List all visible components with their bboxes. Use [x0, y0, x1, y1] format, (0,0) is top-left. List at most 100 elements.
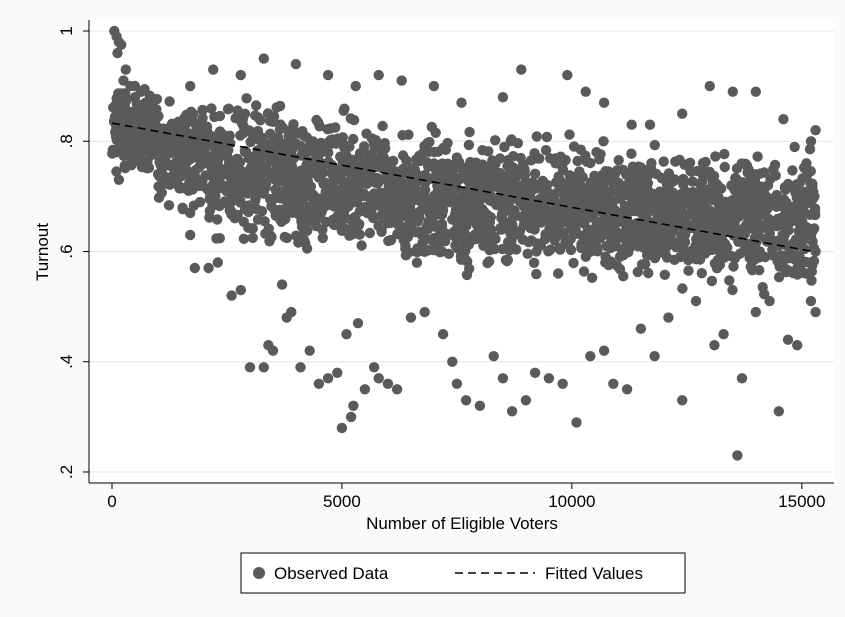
- data-point: [750, 306, 761, 318]
- data-point: [750, 86, 761, 97]
- data-point: [585, 157, 596, 169]
- data-point: [501, 173, 512, 184]
- data-point: [695, 179, 706, 190]
- data-point: [386, 174, 397, 185]
- data-point: [407, 162, 418, 174]
- data-point: [143, 95, 155, 106]
- data-point: [732, 450, 743, 461]
- data-point: [451, 215, 462, 227]
- data-point: [586, 190, 597, 202]
- data-point: [474, 218, 486, 229]
- data-point: [235, 130, 246, 141]
- data-point: [693, 188, 704, 199]
- data-point: [222, 181, 233, 193]
- data-point: [475, 233, 486, 244]
- data-point: [214, 233, 225, 244]
- data-point: [312, 163, 324, 174]
- data-point: [610, 180, 621, 192]
- data-point: [463, 239, 475, 250]
- data-point: [810, 125, 821, 136]
- data-point: [327, 177, 338, 188]
- data-point: [307, 216, 318, 227]
- data-point: [678, 173, 689, 185]
- data-point: [691, 234, 702, 245]
- data-point: [490, 135, 501, 146]
- data-point: [677, 283, 688, 294]
- data-point: [350, 80, 361, 92]
- data-point: [358, 158, 369, 170]
- data-point: [547, 226, 558, 237]
- data-point: [778, 114, 789, 125]
- data-point: [598, 97, 610, 108]
- data-point: [368, 212, 379, 224]
- data-point: [443, 248, 455, 259]
- data-point: [243, 151, 255, 162]
- y-axis-title: Turnout: [33, 223, 52, 281]
- data-point: [553, 186, 565, 197]
- data-point: [687, 176, 698, 187]
- data-point: [408, 189, 419, 200]
- data-point: [690, 295, 702, 307]
- data-point: [185, 207, 196, 219]
- data-point: [805, 295, 817, 307]
- data-point: [361, 128, 372, 139]
- data-point: [295, 362, 306, 373]
- y-tick-label-0: .2: [57, 465, 76, 479]
- data-point: [308, 138, 320, 150]
- data-point: [373, 69, 384, 81]
- data-point: [733, 229, 744, 240]
- data-point: [794, 177, 805, 189]
- data-point: [730, 172, 741, 184]
- data-point: [120, 64, 131, 75]
- data-point: [201, 121, 213, 132]
- data-point: [801, 268, 812, 279]
- data-point: [116, 39, 127, 50]
- data-point: [531, 131, 542, 142]
- data-point: [185, 80, 196, 92]
- data-point: [497, 213, 508, 224]
- data-point: [736, 202, 747, 213]
- data-point: [686, 166, 697, 177]
- data-point: [539, 234, 551, 245]
- data-point: [549, 213, 561, 224]
- data-point: [769, 159, 781, 171]
- data-point: [665, 210, 677, 222]
- x-tick-label-1: 5000: [323, 492, 361, 511]
- data-point: [751, 244, 762, 256]
- data-point: [773, 406, 784, 417]
- data-point: [383, 235, 394, 247]
- data-point: [538, 179, 549, 190]
- data-point: [191, 178, 202, 190]
- data-point: [203, 262, 214, 274]
- data-point: [742, 191, 753, 202]
- data-point: [232, 105, 243, 116]
- data-point: [235, 197, 246, 208]
- fitted-line-layer: [111, 122, 816, 253]
- data-point: [598, 345, 610, 356]
- data-point: [807, 260, 818, 271]
- data-point: [727, 86, 738, 97]
- data-point: [364, 227, 375, 239]
- legend-marker-observed: [253, 567, 265, 579]
- data-point: [794, 251, 805, 262]
- data-point: [635, 162, 647, 173]
- data-point: [702, 190, 713, 201]
- data-point: [745, 261, 756, 272]
- data-point: [332, 367, 343, 378]
- data-point: [212, 257, 223, 268]
- data-point: [568, 210, 579, 221]
- data-point: [122, 137, 133, 148]
- data-point: [322, 373, 334, 384]
- data-point: [156, 187, 167, 198]
- data-point: [801, 158, 812, 169]
- data-point: [553, 268, 564, 279]
- data-point: [632, 266, 643, 278]
- data-point: [545, 244, 556, 255]
- data-point: [250, 110, 261, 121]
- data-point: [713, 200, 725, 211]
- data-point: [297, 195, 309, 206]
- data-point: [326, 199, 337, 211]
- data-point: [488, 351, 499, 362]
- data-point: [311, 114, 322, 126]
- data-point: [348, 197, 360, 208]
